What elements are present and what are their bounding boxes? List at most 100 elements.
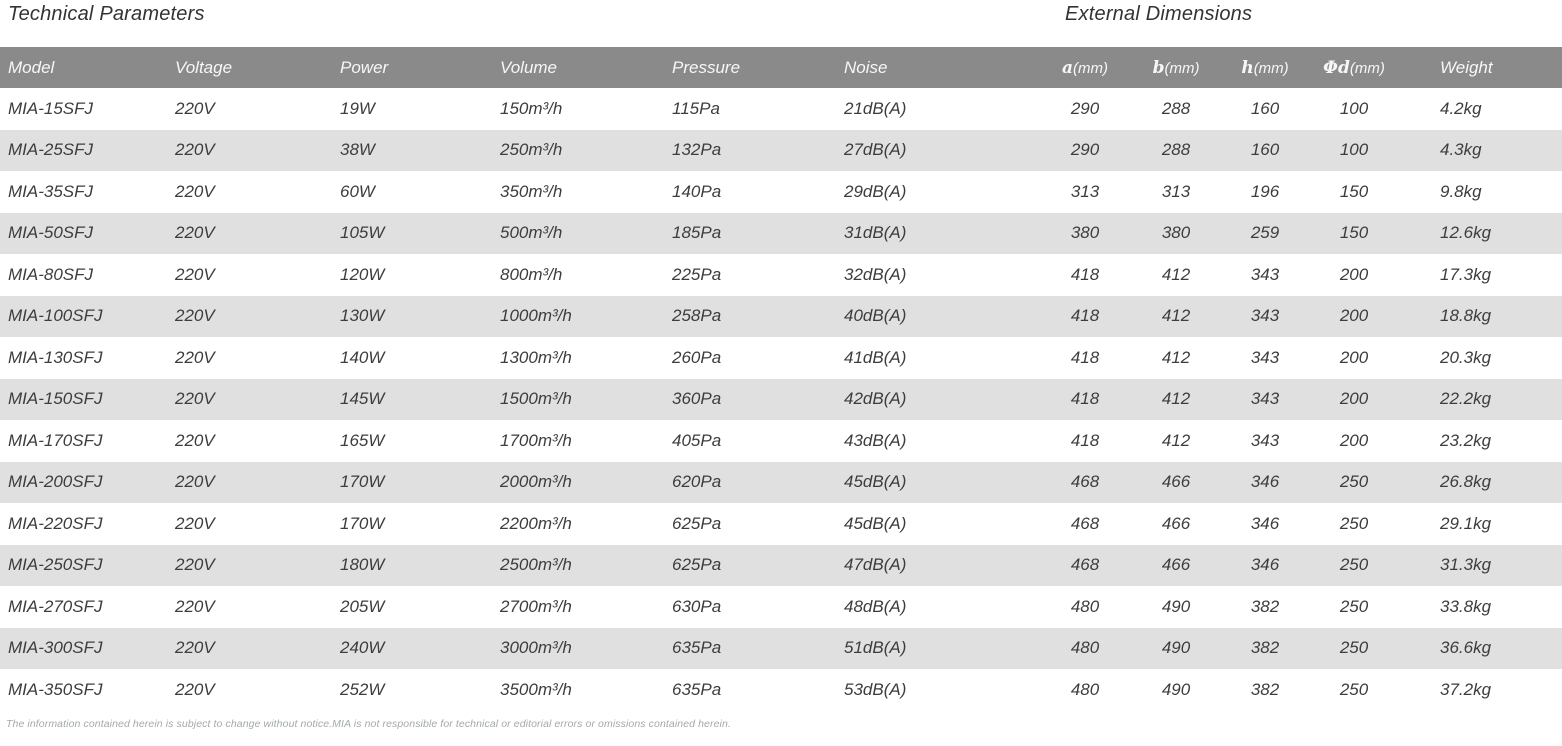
cell-a: 418 bbox=[1070, 389, 1100, 409]
table-row: MIA-270SFJ 220V 205W 2700m³/h 630Pa 48dB… bbox=[0, 586, 1562, 628]
cell-a: 468 bbox=[1070, 513, 1100, 533]
cell-a: 290 bbox=[1070, 98, 1100, 118]
cell-weight: 17.3kg bbox=[1440, 264, 1492, 284]
table-row: MIA-15SFJ 220V 19W 150m³/h 115Pa 21dB(A)… bbox=[0, 88, 1562, 130]
cell-weight: 37.2kg bbox=[1440, 679, 1492, 699]
cell-volume: 150m³/h bbox=[500, 98, 563, 118]
dim-unit-h: (mm) bbox=[1253, 59, 1289, 77]
table-row: MIA-50SFJ 220V 105W 500m³/h 185Pa 31dB(A… bbox=[0, 212, 1562, 254]
cell-h: 382 bbox=[1250, 679, 1280, 699]
column-header-volume: Volume bbox=[500, 57, 558, 77]
cell-a: 418 bbox=[1070, 306, 1100, 326]
cell-phid: 150 bbox=[1339, 181, 1369, 201]
cell-model: MIA-130SFJ bbox=[8, 347, 103, 367]
cell-noise: 40dB(A) bbox=[844, 306, 907, 326]
cell-noise: 48dB(A) bbox=[844, 596, 907, 616]
table-row: MIA-200SFJ 220V 170W 2000m³/h 620Pa 45dB… bbox=[0, 461, 1562, 503]
cell-power: 120W bbox=[340, 264, 385, 284]
cell-power: 180W bbox=[340, 555, 385, 575]
cell-volume: 1700m³/h bbox=[500, 430, 572, 450]
cell-power: 252W bbox=[340, 679, 385, 699]
cell-h: 346 bbox=[1250, 472, 1280, 492]
cell-voltage: 220V bbox=[175, 679, 215, 699]
cell-phid: 250 bbox=[1339, 555, 1369, 575]
cell-a: 418 bbox=[1070, 264, 1100, 284]
cell-model: MIA-50SFJ bbox=[8, 223, 94, 243]
cell-voltage: 220V bbox=[175, 513, 215, 533]
cell-model: MIA-15SFJ bbox=[8, 98, 94, 118]
cell-voltage: 220V bbox=[175, 472, 215, 492]
cell-power: 170W bbox=[340, 513, 385, 533]
cell-volume: 2500m³/h bbox=[500, 555, 572, 575]
cell-weight: 22.2kg bbox=[1440, 389, 1492, 409]
dim-letter-a: a bbox=[1062, 57, 1074, 78]
cell-model: MIA-350SFJ bbox=[8, 679, 103, 699]
column-header-noise: Noise bbox=[844, 57, 888, 77]
cell-pressure: 635Pa bbox=[672, 638, 722, 658]
cell-pressure: 405Pa bbox=[672, 430, 722, 450]
cell-volume: 500m³/h bbox=[500, 223, 563, 243]
cell-weight: 36.6kg bbox=[1440, 638, 1492, 658]
cell-b: 490 bbox=[1161, 638, 1191, 658]
cell-model: MIA-270SFJ bbox=[8, 596, 103, 616]
cell-pressure: 140Pa bbox=[672, 181, 722, 201]
cell-volume: 1300m³/h bbox=[500, 347, 572, 367]
cell-phid: 200 bbox=[1339, 389, 1369, 409]
cell-b: 313 bbox=[1161, 181, 1191, 201]
column-header-phid: Φd(mm) bbox=[1309, 58, 1399, 78]
section-titles: Technical Parameters External Dimensions bbox=[0, 0, 1562, 47]
table-row: MIA-220SFJ 220V 170W 2200m³/h 625Pa 45dB… bbox=[0, 503, 1562, 545]
cell-b: 380 bbox=[1161, 223, 1191, 243]
cell-b: 288 bbox=[1161, 98, 1191, 118]
table-row: MIA-300SFJ 220V 240W 3000m³/h 635Pa 51dB… bbox=[0, 627, 1562, 669]
cell-b: 288 bbox=[1161, 140, 1191, 160]
cell-a: 418 bbox=[1070, 430, 1100, 450]
dim-letter-phid: Φd bbox=[1323, 57, 1350, 78]
cell-noise: 45dB(A) bbox=[844, 513, 907, 533]
cell-h: 160 bbox=[1250, 98, 1280, 118]
cell-a: 418 bbox=[1070, 347, 1100, 367]
cell-pressure: 258Pa bbox=[672, 306, 722, 326]
column-header-power: Power bbox=[340, 57, 389, 77]
cell-noise: 53dB(A) bbox=[844, 679, 907, 699]
cell-voltage: 220V bbox=[175, 347, 215, 367]
cell-a: 313 bbox=[1070, 181, 1100, 201]
cell-voltage: 220V bbox=[175, 181, 215, 201]
cell-noise: 45dB(A) bbox=[844, 472, 907, 492]
cell-voltage: 220V bbox=[175, 555, 215, 575]
cell-power: 19W bbox=[340, 98, 375, 118]
column-header-weight: Weight bbox=[1440, 57, 1493, 77]
cell-pressure: 625Pa bbox=[672, 555, 722, 575]
cell-volume: 3500m³/h bbox=[500, 679, 572, 699]
external-dimensions-title: External Dimensions bbox=[1065, 3, 1253, 25]
cell-volume: 800m³/h bbox=[500, 264, 563, 284]
cell-phid: 200 bbox=[1339, 264, 1369, 284]
table-body: MIA-15SFJ 220V 19W 150m³/h 115Pa 21dB(A)… bbox=[0, 88, 1562, 711]
cell-model: MIA-150SFJ bbox=[8, 389, 103, 409]
cell-voltage: 220V bbox=[175, 223, 215, 243]
cell-b: 466 bbox=[1161, 513, 1191, 533]
cell-pressure: 360Pa bbox=[672, 389, 722, 409]
table-row: MIA-80SFJ 220V 120W 800m³/h 225Pa 32dB(A… bbox=[0, 254, 1562, 296]
cell-weight: 29.1kg bbox=[1440, 513, 1492, 533]
cell-b: 490 bbox=[1161, 679, 1191, 699]
cell-model: MIA-300SFJ bbox=[8, 638, 103, 658]
cell-weight: 4.2kg bbox=[1440, 98, 1482, 118]
cell-h: 196 bbox=[1250, 181, 1280, 201]
cell-power: 140W bbox=[340, 347, 385, 367]
cell-power: 60W bbox=[340, 181, 375, 201]
cell-voltage: 220V bbox=[175, 430, 215, 450]
table-row: MIA-350SFJ 220V 252W 3500m³/h 635Pa 53dB… bbox=[0, 669, 1562, 711]
column-header-voltage: Voltage bbox=[175, 57, 233, 77]
cell-noise: 32dB(A) bbox=[844, 264, 907, 284]
cell-h: 343 bbox=[1250, 389, 1280, 409]
cell-power: 170W bbox=[340, 472, 385, 492]
cell-pressure: 260Pa bbox=[672, 347, 722, 367]
cell-weight: 26.8kg bbox=[1440, 472, 1492, 492]
cell-model: MIA-80SFJ bbox=[8, 264, 94, 284]
cell-phid: 250 bbox=[1339, 638, 1369, 658]
cell-phid: 250 bbox=[1339, 513, 1369, 533]
cell-phid: 250 bbox=[1339, 472, 1369, 492]
cell-volume: 3000m³/h bbox=[500, 638, 572, 658]
cell-h: 343 bbox=[1250, 306, 1280, 326]
